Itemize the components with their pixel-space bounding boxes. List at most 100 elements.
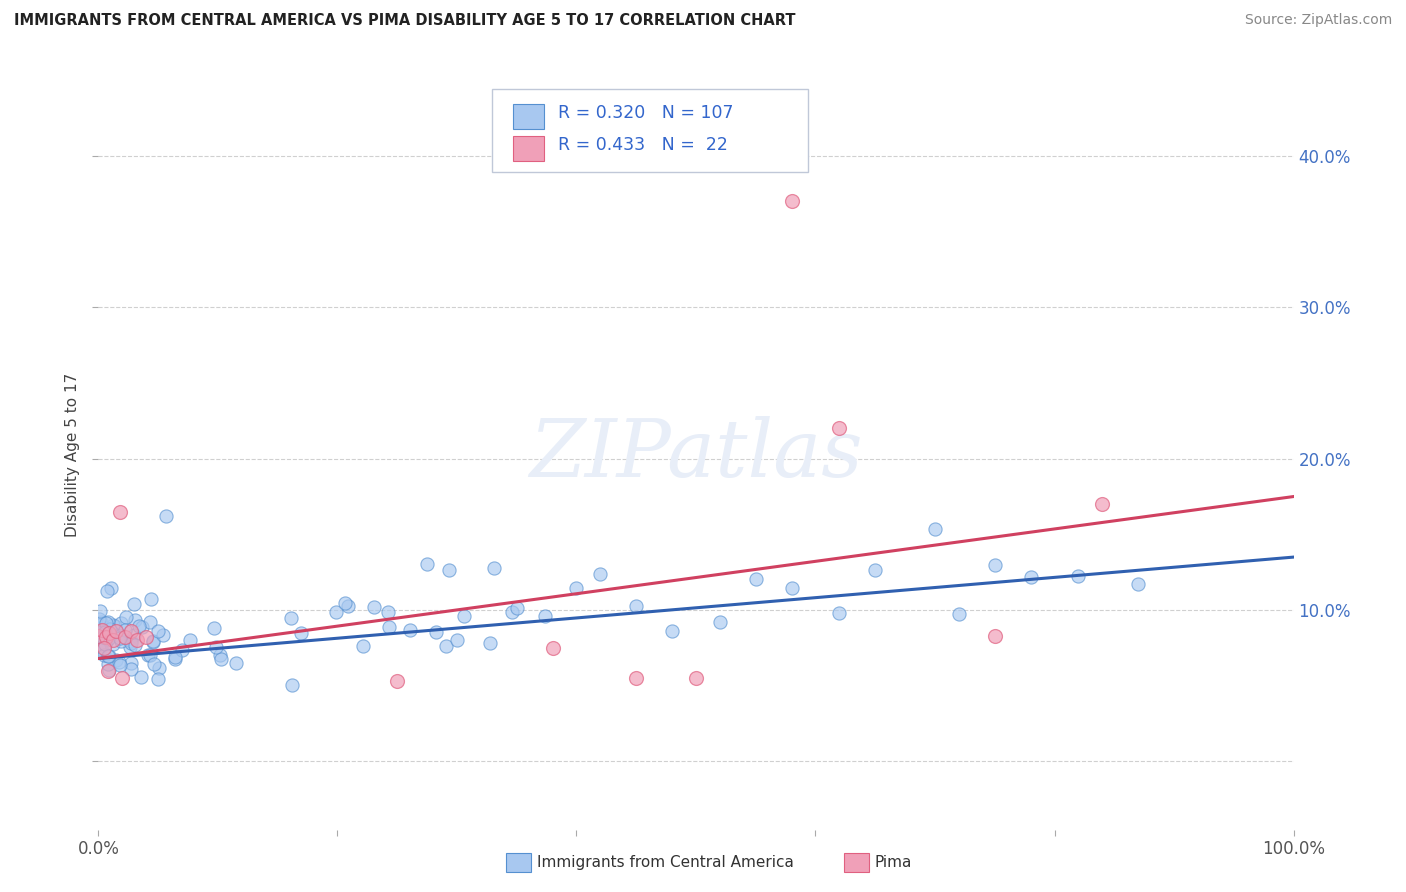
Point xyxy=(165,651,187,665)
Point xyxy=(120,662,142,676)
Point xyxy=(780,581,803,595)
Point xyxy=(105,624,128,639)
Point xyxy=(399,623,422,637)
Point xyxy=(101,637,124,651)
Point xyxy=(1128,577,1150,591)
Point xyxy=(142,633,165,648)
Point xyxy=(225,657,247,671)
Point xyxy=(1067,569,1090,583)
Point xyxy=(385,674,409,689)
Point xyxy=(377,605,399,619)
Point xyxy=(378,620,401,634)
Point xyxy=(139,615,162,630)
Point xyxy=(101,633,124,648)
Point xyxy=(143,657,166,672)
Point xyxy=(93,640,115,655)
Point xyxy=(416,557,439,571)
Point xyxy=(425,625,447,640)
Point xyxy=(280,678,302,692)
Point xyxy=(131,620,153,634)
Point xyxy=(136,648,159,662)
Point xyxy=(96,615,118,630)
Point xyxy=(436,639,458,653)
Point xyxy=(208,648,231,663)
Point xyxy=(87,612,110,626)
Point xyxy=(685,671,707,685)
Y-axis label: Disability Age 5 to 17: Disability Age 5 to 17 xyxy=(65,373,80,537)
Point xyxy=(155,508,177,523)
Point xyxy=(446,632,468,647)
Text: Immigrants from Central America: Immigrants from Central America xyxy=(537,855,794,870)
Point xyxy=(135,630,157,644)
Point xyxy=(924,522,946,536)
Text: R = 0.320   N = 107: R = 0.320 N = 107 xyxy=(558,104,734,122)
Point xyxy=(90,640,112,655)
Point xyxy=(98,623,121,637)
Point xyxy=(105,653,128,667)
Point xyxy=(139,648,162,663)
Point xyxy=(541,640,564,655)
Text: R = 0.433   N =  22: R = 0.433 N = 22 xyxy=(558,136,728,154)
Point xyxy=(87,638,110,652)
Point xyxy=(103,618,125,632)
Point xyxy=(94,637,117,651)
Point xyxy=(122,598,145,612)
Point xyxy=(100,628,122,642)
Point xyxy=(97,632,120,646)
Point xyxy=(94,621,117,635)
Point xyxy=(110,633,132,648)
Point xyxy=(89,615,111,629)
Point xyxy=(110,616,132,631)
Point xyxy=(93,622,115,636)
Point xyxy=(170,642,193,657)
Point xyxy=(128,619,150,633)
Point xyxy=(124,613,146,627)
Point xyxy=(94,630,117,644)
Point xyxy=(114,624,136,638)
Point xyxy=(114,630,136,644)
Point xyxy=(325,606,347,620)
Point xyxy=(146,672,169,686)
Point xyxy=(1019,570,1042,584)
Point xyxy=(97,664,120,678)
Point xyxy=(589,567,612,582)
Point xyxy=(709,615,731,630)
Point xyxy=(108,628,131,642)
Point xyxy=(91,630,114,644)
Point xyxy=(108,657,131,672)
Point xyxy=(948,607,970,621)
Point xyxy=(363,599,385,614)
Point xyxy=(290,625,312,640)
Point xyxy=(122,628,145,642)
Point xyxy=(97,648,120,663)
Point xyxy=(108,505,131,519)
Point xyxy=(352,639,374,653)
Point xyxy=(626,599,648,614)
Point xyxy=(124,638,146,652)
Point xyxy=(97,657,120,672)
Text: IMMIGRANTS FROM CENTRAL AMERICA VS PIMA DISABILITY AGE 5 TO 17 CORRELATION CHART: IMMIGRANTS FROM CENTRAL AMERICA VS PIMA … xyxy=(14,13,796,29)
Text: ZIPatlas: ZIPatlas xyxy=(529,417,863,493)
Point xyxy=(1091,497,1114,511)
Point xyxy=(104,619,127,633)
Point xyxy=(506,600,529,615)
Point xyxy=(98,663,121,677)
Point xyxy=(100,581,122,595)
Point xyxy=(120,636,142,650)
Point xyxy=(626,671,648,685)
Point xyxy=(984,558,1007,573)
Point xyxy=(453,608,475,623)
Point xyxy=(120,634,142,648)
Point xyxy=(163,649,186,664)
Point xyxy=(437,563,460,577)
Point xyxy=(139,592,162,607)
Point xyxy=(565,581,588,595)
Point xyxy=(745,572,768,586)
Point xyxy=(828,606,851,620)
Point xyxy=(87,642,110,657)
Point xyxy=(211,652,233,666)
Point xyxy=(828,421,851,435)
Point xyxy=(501,605,523,619)
Point xyxy=(89,618,111,632)
Point xyxy=(146,624,169,638)
